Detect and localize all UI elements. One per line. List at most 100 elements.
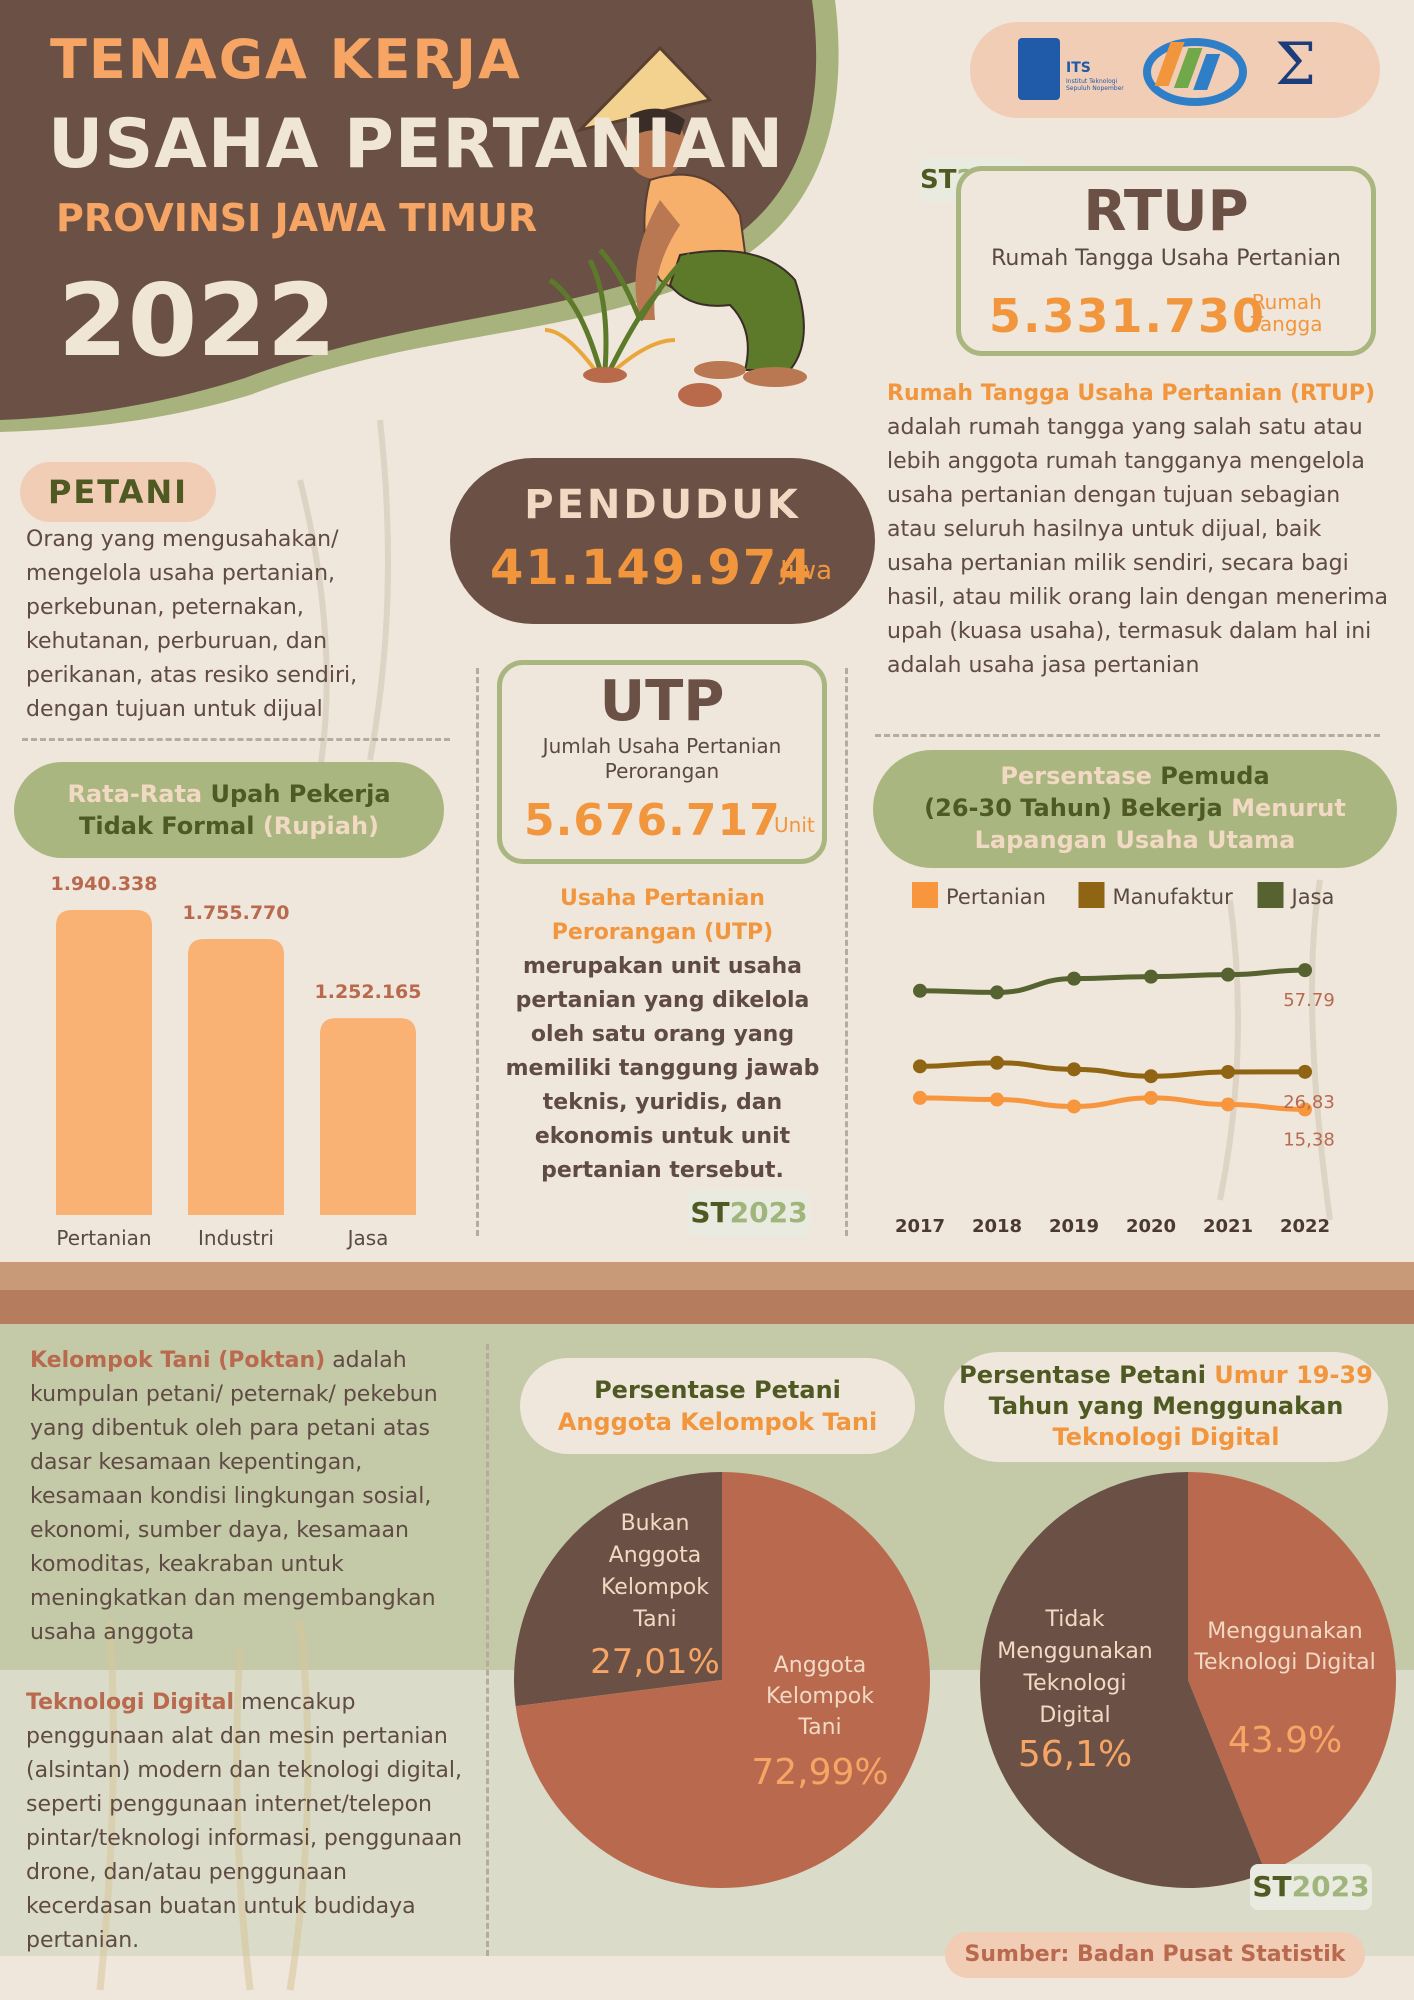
utp-description: Usaha Pertanian Perorangan (UTP) merupak… (490, 882, 835, 1188)
line-point (990, 1055, 1004, 1070)
rtup-desc-highlight: Rumah Tangga Usaha Pertanian (RTUP) (887, 381, 1376, 406)
line-point (1067, 971, 1081, 986)
header-line3: PROVINSI JAWA TIMUR (56, 196, 538, 240)
legend-swatch (1078, 882, 1105, 908)
line-point (990, 1092, 1004, 1107)
bar-value-label: 1.755.770 (183, 902, 290, 924)
penduduk-value: 41.149.974 (490, 540, 814, 596)
x-tick-label: 2020 (1126, 1216, 1176, 1237)
line-end-label: 15,38 (1283, 1129, 1335, 1150)
wage-chart-title: Rata-Rata Upah Pekerja Tidak Formal (Rup… (14, 762, 444, 858)
youth-chart-title: Persentase Pemuda (26-30 Tahun) Bekerja … (873, 750, 1397, 868)
tekdig-description: Teknologi Digital mencakup penggunaan al… (26, 1686, 476, 1958)
utp-box: UTP Jumlah Usaha Pertanian Perorangan 5.… (497, 660, 827, 864)
line-point (913, 983, 927, 998)
bar-pertanian (56, 910, 152, 1215)
legend-label: Manufaktur (1113, 885, 1234, 909)
rtup-title: RTUP (1083, 179, 1249, 244)
bar-jasa (320, 1018, 416, 1215)
wage-title-p3: Tidak Formal (78, 812, 263, 840)
utp-desc-highlight-1: Usaha Pertanian (560, 886, 765, 911)
line-jasa (919, 967, 1306, 995)
youth-title-p3: (26-30 Tahun) Bekerja (924, 794, 1232, 822)
line-pertanian (919, 1095, 1306, 1112)
line-point (913, 1090, 927, 1105)
header-year: 2022 (58, 262, 337, 379)
youth-title-p4: Menurut (1231, 794, 1346, 822)
sigma-logo: Σ (1275, 30, 1317, 98)
line-point (1298, 1064, 1312, 1079)
rtup-unit: Rumah Tangga (1251, 291, 1322, 335)
legend-swatch (912, 882, 938, 908)
pie2-value-tidak: 56,1% (1017, 1734, 1133, 1775)
youth-line-chart: Pertanian Manufaktur Jasa 15,38 26,83 57.79 20… (895, 882, 1335, 1237)
legend-label: Pertanian (946, 885, 1046, 909)
penduduk-title: PENDUDUK (524, 482, 801, 528)
penduduk-box: PENDUDUK 41.149.974 Jiwa (450, 458, 875, 624)
pie2-label-menggunakan: Menggunakan Teknologi Digital (1194, 1619, 1376, 1675)
poktan-description: Kelompok Tani (Poktan) adalah kumpulan p… (30, 1344, 475, 1650)
line-point (1144, 1069, 1158, 1084)
pie-slice (514, 1472, 722, 1707)
utp-title: UTP (599, 669, 725, 734)
its-logo (1018, 38, 1060, 100)
rtup-box: RTUP Rumah Tangga Usaha Pertanian 5.331.… (956, 166, 1376, 356)
wage-title-p1: Rata-Rata (67, 780, 211, 808)
poktan-desc-rest: adalah kumpulan petani/ peternak/ pekebu… (30, 1348, 438, 1645)
line-point (1298, 1102, 1312, 1117)
youth-title-p1: Persentase (1000, 762, 1161, 790)
x-tick-label: 2019 (1049, 1216, 1099, 1237)
utp-desc-rest: merupakan unit usaha pertanian yang dike… (505, 954, 820, 1183)
divider-petani (22, 738, 450, 741)
bar-category-label: Jasa (346, 1226, 389, 1250)
wage-bar-chart: 1.940.338 Pertanian 1.755.770 Industri 1.252… (51, 873, 422, 1250)
bar-category-label: Pertanian (56, 1226, 151, 1250)
digital-pie-chart (980, 1472, 1396, 1888)
line-point (1144, 969, 1158, 984)
x-tick-label: 2021 (1203, 1216, 1253, 1237)
pie-slice (1188, 1472, 1396, 1873)
utp-value: 5.676.717 (524, 795, 781, 846)
divider-left-col (476, 668, 479, 1236)
header-line2: USAHA PERTANIAN (48, 105, 785, 184)
pie1-title: Persentase Petani Anggota Kelompok Tani (520, 1358, 915, 1454)
bar-industri (188, 939, 284, 1215)
line-point (1221, 1064, 1235, 1079)
st2023-badge-bottom: ST2023 (1250, 1864, 1372, 1910)
pie2-title: Persentase Petani Umur 19-39 Tahun yang … (944, 1352, 1388, 1462)
header-line1: TENAGA KERJA (50, 28, 522, 91)
bar-value-label: 1.252.165 (315, 981, 422, 1003)
wage-title-p2: Upah Pekerja (210, 780, 391, 808)
farmer-illustration (544, 45, 807, 407)
rtup-unit-line1: Rumah (1251, 290, 1322, 314)
bps-logo (1143, 38, 1247, 106)
x-tick-label: 2018 (972, 1216, 1022, 1237)
rtup-description: Rumah Tangga Usaha Pertanian (RTUP) adal… (887, 377, 1392, 683)
poktan-pie-chart (514, 1472, 930, 1888)
x-tick-label: 2022 (1280, 1216, 1330, 1237)
pie1-label-bukan: Bukan Anggota Kelompok Tani (600, 1511, 710, 1632)
tekdig-desc-highlight: Teknologi Digital (26, 1690, 235, 1715)
tekdig-desc-rest: mencakup penggunaan alat dan mesin perta… (26, 1690, 463, 1953)
bar-value-label: 1.940.338 (51, 873, 158, 895)
wage-title-p4: (Rupiah) (262, 812, 380, 840)
youth-title-p2: Pemuda (1160, 762, 1270, 790)
line-point (990, 985, 1004, 1000)
rtup-unit-line2: Tangga (1251, 312, 1323, 336)
line-point (1067, 1099, 1081, 1114)
pie2-title-p2: Umur 19-39 (1214, 1361, 1373, 1389)
line-manufaktur (919, 1060, 1306, 1079)
legend-label: Jasa (1290, 885, 1335, 909)
utp-unit: Unit (774, 813, 815, 837)
pie-slice (980, 1472, 1266, 1888)
source-label: Sumber: Badan Pusat Statistik (945, 1932, 1365, 1978)
pie1-label-anggota: Anggota Kelompok Tani (765, 1653, 875, 1740)
pie1-title-p1: Persentase Petani (594, 1376, 841, 1404)
pie2-title-p4: Teknologi Digital (1052, 1423, 1280, 1451)
its-subtext: Institut Teknologi Sepuluh Nopember (1066, 78, 1124, 92)
utp-subtitle-line1: Jumlah Usaha Pertanian (542, 734, 782, 758)
youth-title-p5: Lapangan Usaha Utama (974, 826, 1296, 854)
divider-rtup (875, 734, 1380, 737)
divider-right-col (845, 668, 848, 1236)
